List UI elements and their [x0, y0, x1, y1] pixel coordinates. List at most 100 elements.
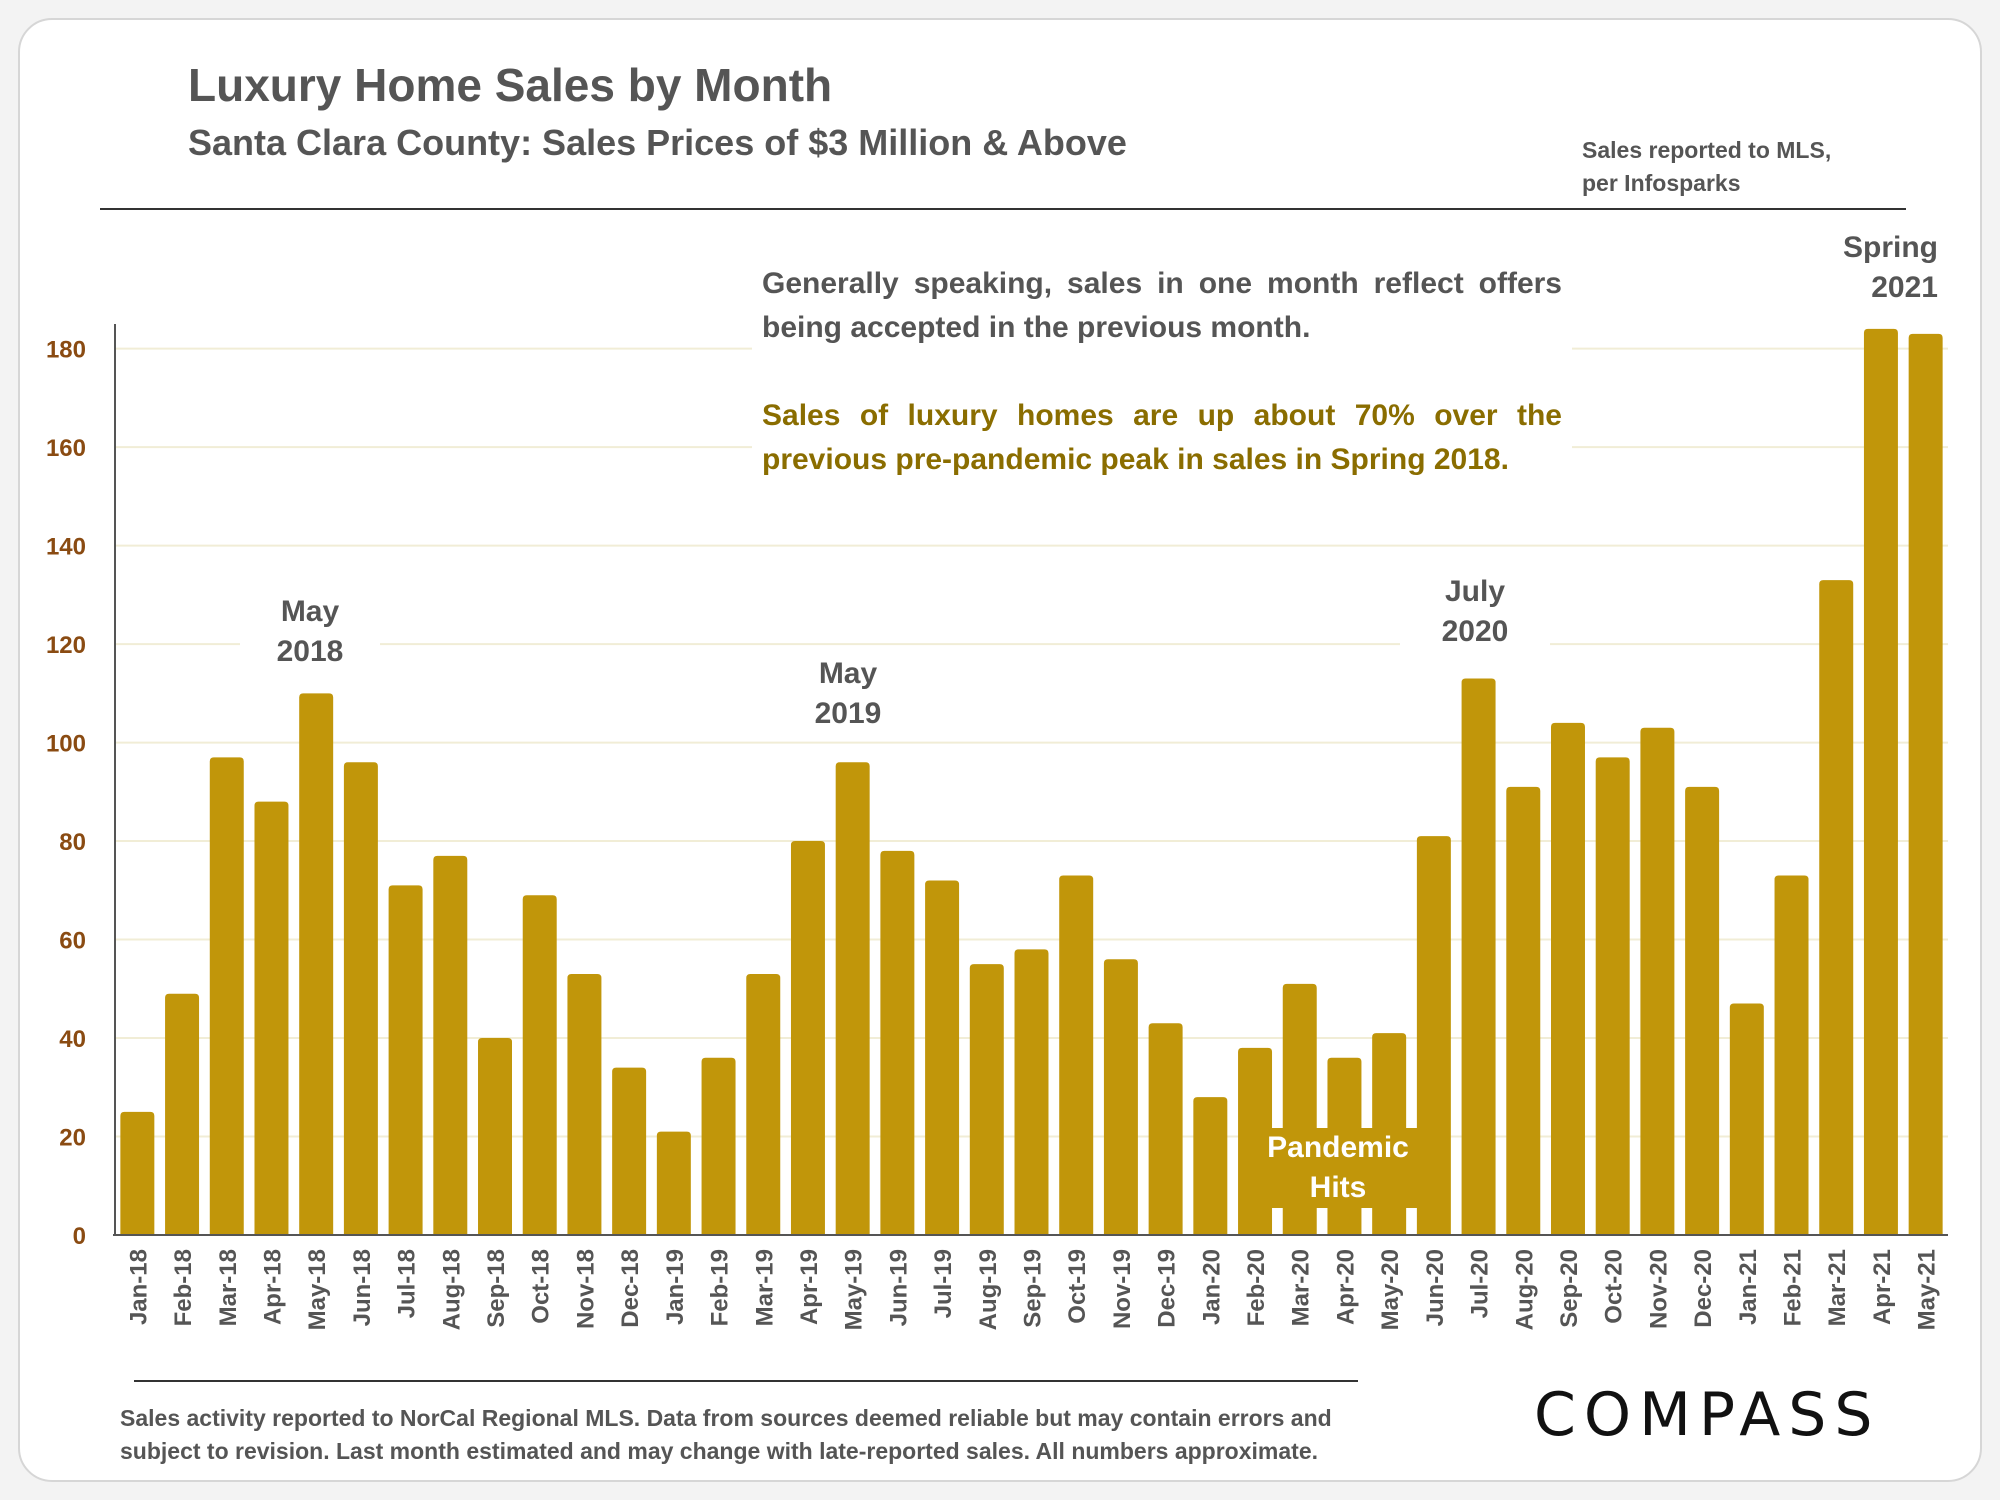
x-tick-label: Nov-20	[1645, 1249, 1672, 1329]
x-tick-label: Jul-18	[394, 1249, 421, 1318]
x-tick-label: Jun-18	[349, 1249, 376, 1326]
callout-july-2020: July 2020	[1400, 572, 1550, 652]
bar-dec-19	[1148, 1023, 1183, 1235]
note-general: Generally speaking, sales in one month r…	[752, 262, 1572, 350]
bar-aug-19	[969, 964, 1004, 1235]
y-tick-labels: 0 20 40 60 80 100 120 140 160 180	[46, 337, 86, 1250]
x-tick-label: Feb-19	[707, 1249, 734, 1326]
y-tick-label: 180	[46, 337, 86, 364]
bar-jul-19	[925, 880, 960, 1235]
x-tick-label: Sep-18	[483, 1249, 510, 1328]
x-tick-label: Jul-19	[930, 1249, 957, 1318]
chart-title: Luxury Home Sales by Month	[188, 59, 833, 111]
y-tick-label: 100	[46, 731, 86, 758]
x-tick-label: Aug-19	[975, 1249, 1002, 1330]
y-tick-label: 140	[46, 534, 86, 561]
bar-dec-18	[612, 1067, 647, 1235]
x-tick-label: Feb-18	[170, 1249, 197, 1326]
compass-logo: COMPASS	[1534, 1380, 1881, 1450]
x-tick-label: Dec-20	[1690, 1249, 1717, 1328]
bar-mar-19	[746, 974, 781, 1235]
bars	[120, 328, 1943, 1236]
x-tick-label: Jun-19	[885, 1249, 912, 1326]
x-tick-label: Feb-20	[1243, 1249, 1270, 1326]
x-tick-label: Nov-19	[1109, 1249, 1136, 1329]
note-highlight: Sales of luxury homes are up about 70% o…	[752, 394, 1572, 482]
bar-feb-21	[1774, 875, 1809, 1235]
x-tick-label: Apr-18	[259, 1249, 286, 1325]
bar-nov-18	[567, 974, 602, 1235]
x-tick-label: Apr-20	[1332, 1249, 1359, 1325]
footer-rule	[134, 1380, 1358, 1382]
bar-sep-18	[478, 1038, 513, 1235]
x-tick-label: Mar-21	[1824, 1249, 1851, 1326]
x-tick-label: Oct-20	[1601, 1249, 1628, 1324]
x-tick-label: May-18	[304, 1249, 331, 1330]
x-tick-label: Apr-21	[1869, 1249, 1896, 1325]
chart-subtitle: Santa Clara County: Sales Prices of $3 M…	[188, 122, 1127, 163]
bar-nov-19	[1103, 959, 1138, 1235]
bar-apr-19	[790, 841, 825, 1235]
x-tick-label: Aug-18	[438, 1249, 465, 1330]
x-tick-label: Aug-20	[1511, 1249, 1538, 1330]
bar-nov-20	[1640, 727, 1675, 1235]
x-tick-label: Dec-18	[617, 1249, 644, 1328]
bar-sep-19	[1014, 949, 1049, 1235]
callout-may-2019: May 2019	[778, 654, 918, 734]
y-tick-label: 60	[59, 928, 86, 955]
y-tick-label: 80	[59, 829, 86, 856]
y-tick-label: 0	[73, 1223, 86, 1250]
bar-jun-19	[880, 850, 915, 1235]
x-tick-label: Jan-18	[125, 1249, 152, 1325]
bar-oct-19	[1059, 875, 1094, 1235]
source-note: Sales reported to MLS, per Infosparks	[1582, 137, 1832, 196]
bar-apr-21	[1863, 328, 1898, 1235]
y-tick-label: 20	[59, 1125, 86, 1152]
x-tick-label: May-21	[1914, 1249, 1941, 1330]
x-tick-label: Sep-19	[1020, 1249, 1047, 1328]
bar-jan-18	[120, 1111, 155, 1235]
bar-mar-21	[1819, 580, 1854, 1235]
x-tick-labels: Jan-18 Feb-18 Mar-18 Apr-18 May-18 Jun-18 Jul-…	[125, 1249, 1940, 1330]
bar-mar-18	[209, 757, 244, 1235]
x-tick-label: Feb-21	[1780, 1249, 1807, 1326]
x-tick-label: Oct-19	[1064, 1249, 1091, 1324]
callout-spring-2021: Spring 2021	[1843, 231, 1938, 304]
x-tick-label: May-19	[841, 1249, 868, 1330]
callout-may-2018: May 2018	[240, 592, 380, 672]
bar-jun-18	[343, 762, 378, 1235]
x-tick-label: Jan-20	[1198, 1249, 1225, 1325]
x-tick-label: Apr-19	[796, 1249, 823, 1325]
bar-feb-18	[165, 993, 200, 1235]
bar-jul-20	[1461, 678, 1496, 1235]
x-tick-label: Jul-20	[1467, 1249, 1494, 1318]
bar-jun-20	[1416, 836, 1451, 1235]
bar-may-19	[835, 762, 870, 1235]
y-tick-label: 40	[59, 1026, 86, 1053]
x-tick-label: Mar-18	[215, 1249, 242, 1326]
bar-dec-20	[1685, 786, 1720, 1235]
bar-oct-18	[522, 895, 557, 1235]
x-tick-label: Oct-18	[528, 1249, 555, 1324]
bar-jan-19	[656, 1131, 691, 1235]
x-tick-label: Mar-19	[751, 1249, 778, 1326]
bar-jan-20	[1193, 1097, 1228, 1235]
x-tick-label: Dec-19	[1154, 1249, 1181, 1328]
x-tick-label: Jun-20	[1422, 1249, 1449, 1326]
x-tick-label: Jan-21	[1735, 1249, 1762, 1325]
footnote: Sales activity reported to NorCal Region…	[120, 1405, 1332, 1464]
y-tick-label: 120	[46, 632, 86, 659]
bar-jul-18	[388, 885, 423, 1235]
header-rule	[100, 208, 1906, 210]
bar-may-21	[1908, 333, 1943, 1236]
bar-sep-20	[1550, 722, 1585, 1235]
bar-oct-20	[1595, 757, 1630, 1235]
x-tick-label: May-20	[1377, 1249, 1404, 1330]
bar-aug-18	[433, 855, 468, 1235]
bar-apr-18	[254, 801, 289, 1235]
x-tick-label: Jan-19	[662, 1249, 689, 1325]
x-tick-label: Mar-20	[1288, 1249, 1315, 1326]
callout-pandemic-hits: Pandemic Hits	[1258, 1128, 1418, 1208]
bar-aug-20	[1506, 786, 1541, 1235]
